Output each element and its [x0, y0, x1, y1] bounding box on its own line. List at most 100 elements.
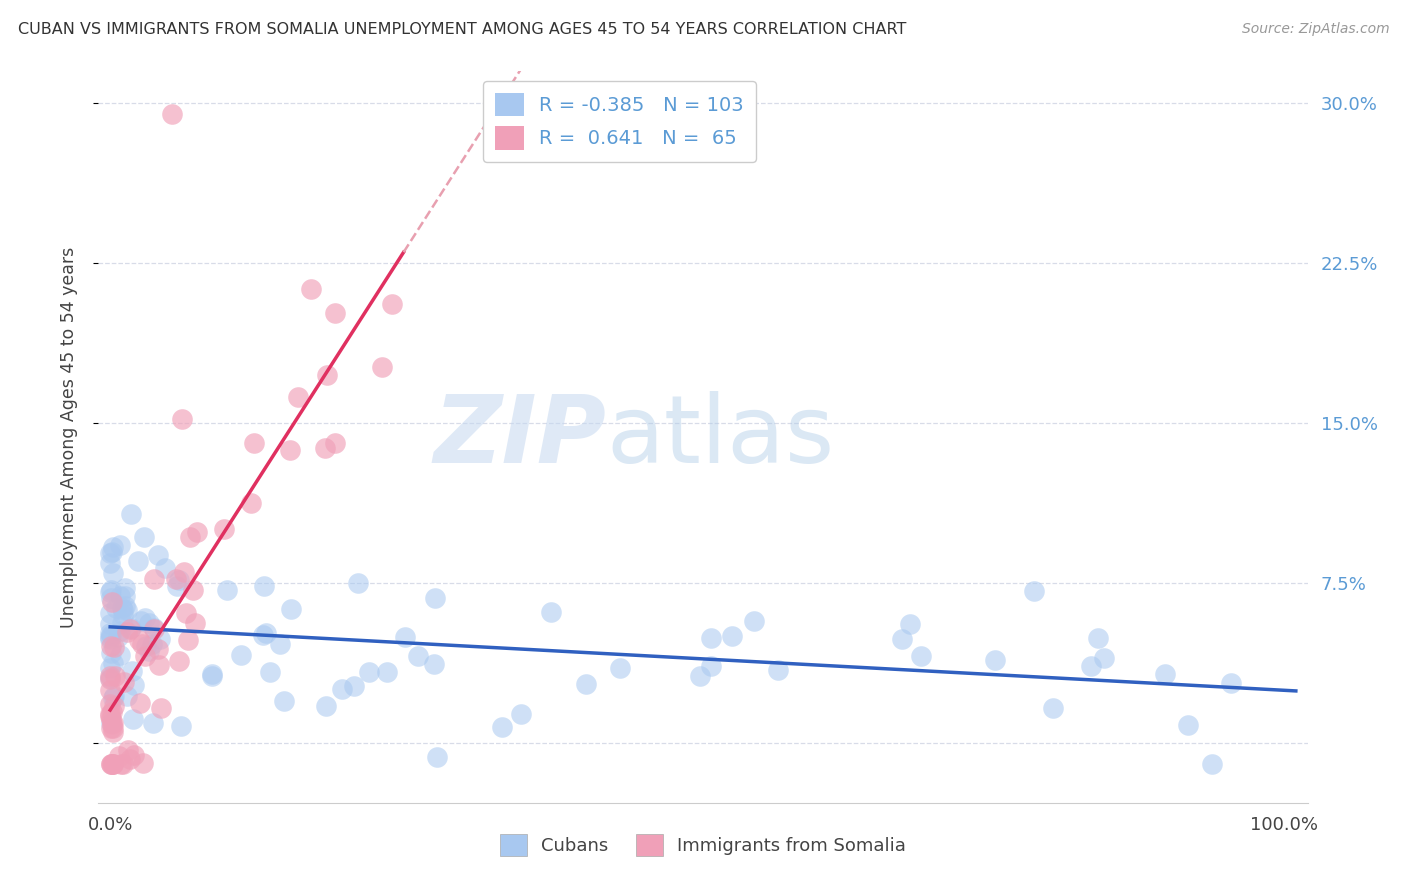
Point [107, 631, 129, 645]
Point [143, 622, 166, 636]
Point [122, 712, 145, 726]
Point [254, 626, 277, 640]
Point [343, 679, 366, 693]
Point [314, 441, 336, 455]
Point [121, 665, 143, 679]
Text: CUBAN VS IMMIGRANTS FROM SOMALIA UNEMPLOYMENT AMONG AGES 45 TO 54 YEARS CORRELAT: CUBAN VS IMMIGRANTS FROM SOMALIA UNEMPLO… [18, 22, 907, 37]
Point [98, 697, 121, 711]
Point [101, 566, 124, 580]
Point [100, 721, 122, 735]
Point [115, 603, 138, 617]
Point [100, 583, 122, 598]
Point [103, 757, 125, 772]
Point [117, 743, 139, 757]
Point [111, 615, 134, 630]
Point [134, 530, 156, 544]
Point [177, 633, 200, 648]
Point [100, 639, 122, 653]
Point [215, 582, 238, 597]
Point [101, 716, 124, 731]
Point [1092, 650, 1115, 665]
Point [214, 522, 236, 536]
Point [100, 715, 122, 730]
Point [1042, 700, 1064, 714]
Point [98, 556, 121, 570]
Point [98, 546, 121, 560]
Point [103, 698, 125, 713]
Point [149, 632, 172, 646]
Point [700, 659, 723, 673]
Point [108, 648, 131, 663]
Point [540, 606, 562, 620]
Point [240, 496, 263, 510]
Point [103, 640, 125, 654]
Point [100, 591, 122, 605]
Y-axis label: Unemployment Among Ages 45 to 54 years: Unemployment Among Ages 45 to 54 years [59, 246, 77, 628]
Point [186, 524, 208, 539]
Point [134, 648, 156, 663]
Point [98, 661, 121, 675]
Point [742, 614, 765, 628]
Point [101, 691, 124, 706]
Point [299, 282, 322, 296]
Point [114, 599, 136, 614]
Point [426, 749, 449, 764]
Point [575, 676, 598, 690]
Point [110, 538, 132, 552]
Point [1080, 658, 1102, 673]
Point [167, 655, 190, 669]
Point [143, 572, 166, 586]
Point [347, 575, 370, 590]
Point [101, 715, 124, 730]
Point [287, 390, 309, 404]
Point [115, 625, 138, 640]
Point [1022, 583, 1045, 598]
Point [112, 675, 135, 690]
Point [167, 574, 190, 588]
Point [1201, 757, 1223, 772]
Point [165, 572, 187, 586]
Point [98, 584, 121, 599]
Point [104, 669, 127, 683]
Point [173, 565, 195, 579]
Point [118, 752, 141, 766]
Point [98, 669, 121, 683]
Point [148, 657, 170, 672]
Point [127, 554, 149, 568]
Point [120, 621, 142, 635]
Point [231, 648, 253, 662]
Point [910, 648, 932, 663]
Point [98, 706, 121, 721]
Point [128, 632, 150, 647]
Point [280, 602, 302, 616]
Point [98, 617, 121, 632]
Point [122, 678, 145, 692]
Point [98, 632, 121, 646]
Point [104, 601, 127, 615]
Point [184, 615, 207, 630]
Point [100, 628, 122, 642]
Text: atlas: atlas [606, 391, 835, 483]
Text: ZIP: ZIP [433, 391, 606, 483]
Point [142, 716, 165, 731]
Point [120, 507, 142, 521]
Point [315, 368, 337, 382]
Point [166, 579, 188, 593]
Point [100, 757, 122, 772]
Point [124, 747, 146, 762]
Point [269, 637, 291, 651]
Point [689, 669, 711, 683]
Point [252, 579, 274, 593]
Point [891, 632, 914, 646]
Point [170, 412, 193, 426]
Point [120, 622, 142, 636]
Point [273, 694, 295, 708]
Point [101, 721, 124, 735]
Point [100, 709, 122, 723]
Point [110, 624, 132, 639]
Point [201, 667, 224, 681]
Point [201, 669, 224, 683]
Point [100, 712, 122, 726]
Point [110, 757, 132, 772]
Point [101, 705, 124, 719]
